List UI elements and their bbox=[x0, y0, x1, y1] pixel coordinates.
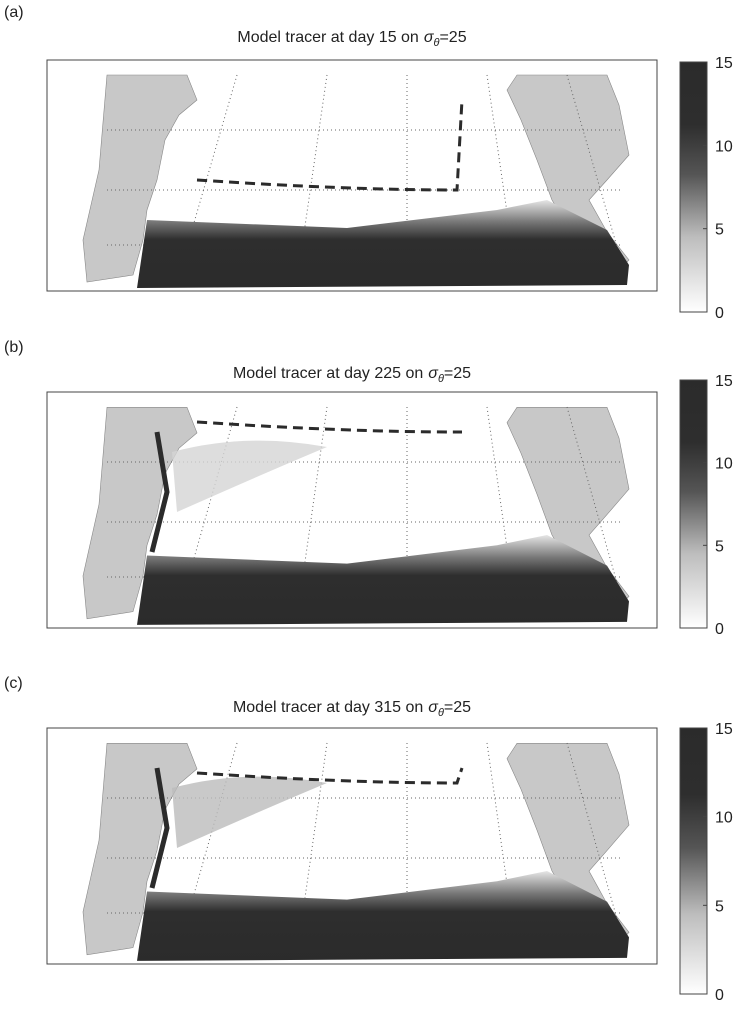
land bbox=[82, 407, 198, 620]
tracer-edge bbox=[149, 431, 170, 553]
colorbar-tick-label: 15 bbox=[715, 721, 733, 738]
tracer-front bbox=[196, 767, 464, 785]
panel-label: (c) bbox=[4, 675, 23, 692]
panel-title: Model tracer at day 315 on σθ=25 bbox=[233, 699, 471, 719]
tracer-patch bbox=[172, 440, 327, 512]
colorbar bbox=[679, 379, 708, 629]
land bbox=[506, 74, 630, 273]
tracer-front bbox=[196, 420, 462, 434]
land bbox=[506, 743, 630, 945]
title-text: Model tracer at day 225 on bbox=[233, 365, 423, 382]
colorbar bbox=[679, 61, 708, 313]
land bbox=[82, 74, 198, 283]
tracer-band bbox=[137, 871, 629, 961]
title-subscript: θ bbox=[433, 37, 439, 49]
colorbar-tick-label: 0 bbox=[715, 621, 724, 638]
panel-title: Model tracer at day 225 on σθ=25 bbox=[233, 365, 471, 385]
colorbar-tick-label: 5 bbox=[715, 538, 724, 555]
title-suffix: =25 bbox=[444, 365, 471, 382]
colorbar-tick-label: 5 bbox=[715, 222, 724, 239]
meridian bbox=[566, 406, 628, 619]
title-subscript: θ bbox=[438, 373, 444, 385]
title-suffix: =25 bbox=[439, 29, 466, 46]
tracer-front bbox=[196, 99, 464, 192]
meridian bbox=[296, 74, 328, 282]
colorbar-tick-label: 10 bbox=[715, 810, 733, 827]
tracer-patch bbox=[172, 776, 327, 848]
colorbar-tick-label: 10 bbox=[715, 456, 733, 473]
panel-label: (a) bbox=[4, 4, 24, 21]
title-suffix: =25 bbox=[444, 699, 471, 716]
title-symbol: σ bbox=[424, 29, 435, 46]
tracer-band bbox=[137, 200, 629, 288]
panel-label: (b) bbox=[4, 339, 24, 356]
land bbox=[82, 743, 198, 956]
colorbar-tick-label: 5 bbox=[715, 898, 724, 915]
colorbar-tick-label: 15 bbox=[715, 55, 733, 72]
tracer-edge bbox=[149, 767, 170, 889]
panel-title: Model tracer at day 15 on σθ=25 bbox=[237, 29, 466, 49]
colorbar bbox=[679, 727, 708, 995]
title-text: Model tracer at day 15 on bbox=[237, 29, 418, 46]
title-symbol: σ bbox=[428, 365, 439, 382]
colorbar-tick-label: 0 bbox=[715, 305, 724, 322]
tracer-band bbox=[137, 535, 629, 625]
colorbar-tick-label: 0 bbox=[715, 987, 724, 1004]
title-text: Model tracer at day 315 on bbox=[233, 699, 423, 716]
colorbar-tick-label: 10 bbox=[715, 138, 733, 155]
title-symbol: σ bbox=[428, 699, 439, 716]
meridian bbox=[566, 742, 628, 955]
colorbar-tick-label: 15 bbox=[715, 373, 733, 390]
title-subscript: θ bbox=[438, 707, 444, 719]
land bbox=[506, 407, 630, 609]
meridian bbox=[486, 74, 518, 282]
